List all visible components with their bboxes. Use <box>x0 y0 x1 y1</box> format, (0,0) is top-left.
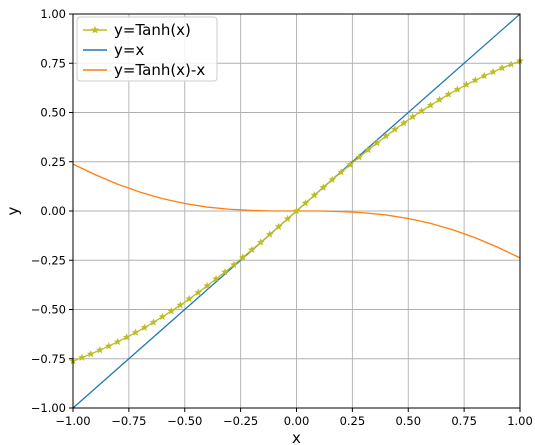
data-point <box>95 345 104 354</box>
y-tick-label: 0.00 <box>40 204 66 218</box>
data-point <box>131 328 140 336</box>
data-point <box>399 118 408 127</box>
x-tick-label: 0.50 <box>395 414 421 428</box>
legend-entry-2: y=Tanh(x)-x <box>114 61 205 79</box>
data-point <box>203 281 212 290</box>
data-point <box>462 80 471 89</box>
data-point <box>113 337 122 346</box>
data-point <box>435 95 444 104</box>
data-point <box>381 131 390 140</box>
y-tick-label: −1.00 <box>31 401 66 415</box>
data-point <box>444 90 453 98</box>
data-point <box>471 76 480 84</box>
y-tick-label: 0.75 <box>40 56 66 70</box>
data-point <box>104 341 113 350</box>
data-point <box>507 60 516 68</box>
data-point <box>346 160 355 169</box>
data-point <box>292 206 301 215</box>
x-tick-label: 1.00 <box>507 414 533 428</box>
data-point <box>489 67 498 76</box>
data-point <box>238 253 247 261</box>
data-point <box>480 71 489 80</box>
data-point <box>77 353 86 361</box>
data-point <box>194 288 203 296</box>
data-point <box>355 153 364 161</box>
data-point <box>229 260 238 269</box>
data-point <box>408 112 417 121</box>
series-layer <box>69 13 524 409</box>
data-point <box>372 138 381 147</box>
data-point <box>310 191 319 199</box>
data-point <box>328 175 337 184</box>
data-point <box>176 300 185 309</box>
x-tick-label: −0.25 <box>223 414 258 428</box>
data-point <box>265 230 274 238</box>
data-point <box>212 274 221 283</box>
data-point <box>390 125 399 133</box>
data-point <box>283 214 292 223</box>
data-point <box>149 318 158 326</box>
y-tick-label: 0.25 <box>40 155 66 169</box>
y-tick-label: −0.25 <box>31 253 66 267</box>
data-point <box>158 312 167 321</box>
data-point <box>337 168 346 176</box>
data-point <box>221 267 229 276</box>
data-point <box>122 333 131 341</box>
ticks: −1.00 −0.75 −0.50 −0.25 0.00 0.25 0.50 0.75 1.00… <box>31 7 533 428</box>
legend-box <box>76 16 218 82</box>
x-tick-label: −0.75 <box>111 414 146 428</box>
data-point <box>140 323 149 332</box>
data-point <box>426 101 435 109</box>
y-axis-label: y <box>4 206 22 215</box>
y-tick-label: −0.50 <box>31 303 66 317</box>
data-point <box>167 306 176 315</box>
x-tick-label: −1.00 <box>55 414 90 428</box>
x-axis-label: x <box>292 429 301 445</box>
data-point <box>86 349 95 358</box>
legend: y=Tanh(x) y=x y=Tanh(x)-x <box>76 16 218 82</box>
x-tick-label: 0.25 <box>340 414 366 428</box>
y-tick-label: −0.75 <box>31 352 66 366</box>
x-tick-label: −0.50 <box>167 414 202 428</box>
data-point <box>185 294 194 303</box>
y-tick-label: 0.50 <box>40 106 66 120</box>
x-tick-label: 0.75 <box>451 414 477 428</box>
data-point <box>364 145 372 154</box>
data-point <box>498 63 507 72</box>
data-point <box>247 245 256 254</box>
data-point <box>274 222 283 231</box>
data-point <box>417 106 426 115</box>
data-point <box>301 198 310 207</box>
data-point <box>453 85 462 93</box>
legend-marker <box>90 25 100 34</box>
legend-entry-0: y=Tanh(x) <box>114 21 191 39</box>
data-point <box>256 238 265 246</box>
legend-entry-1: y=x <box>114 41 144 59</box>
y-tick-label: 1.00 <box>40 7 66 21</box>
data-point <box>319 183 328 191</box>
x-tick-label: 0.00 <box>284 414 310 428</box>
